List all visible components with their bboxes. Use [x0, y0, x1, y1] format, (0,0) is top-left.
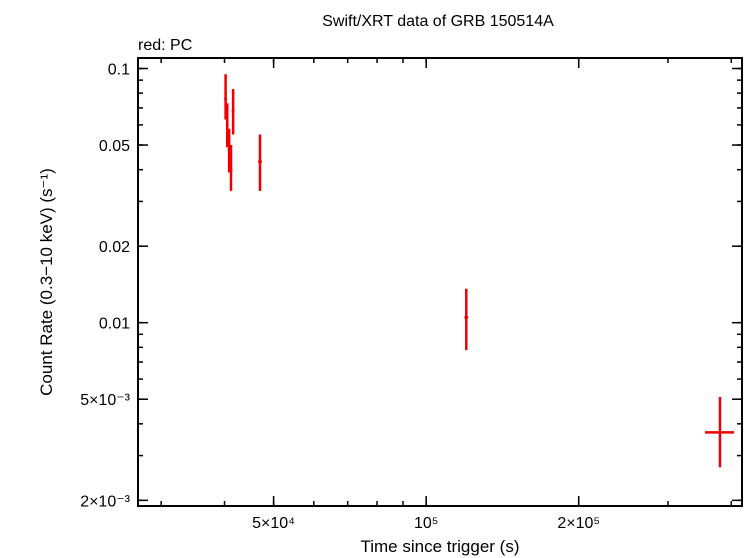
point-marker — [225, 123, 229, 127]
y-axis-label: Count Rate (0.3−10 keV) (s⁻¹) — [37, 168, 56, 396]
y-tick-label: 0.05 — [99, 138, 130, 155]
x-axis-label: Time since trigger (s) — [360, 537, 519, 556]
point-marker — [718, 430, 722, 434]
point-marker — [464, 315, 468, 319]
chart-title: Swift/XRT data of GRB 150514A — [322, 13, 554, 30]
point-marker — [224, 97, 228, 101]
chart-subtitle: red: PC — [138, 37, 192, 54]
data-point — [224, 74, 228, 120]
point-marker — [229, 168, 233, 172]
y-tick-label: 5×10⁻³ — [80, 392, 130, 409]
data-point — [464, 288, 469, 351]
x-tick-label: 10⁵ — [414, 515, 438, 532]
y-tick-label: 2×10⁻³ — [80, 493, 130, 510]
x-tick-label: 5×10⁴ — [252, 515, 295, 532]
data-point — [225, 103, 229, 148]
data-point — [229, 145, 233, 191]
data-point — [704, 397, 734, 468]
data-point — [258, 134, 262, 191]
point-marker — [258, 160, 262, 164]
y-tick-label: 0.01 — [99, 316, 130, 333]
x-tick-label: 2×10⁵ — [557, 515, 600, 532]
data-point — [231, 89, 235, 135]
plot-frame — [137, 57, 743, 507]
point-marker — [231, 109, 235, 113]
y-tick-label: 0.1 — [108, 62, 130, 79]
y-tick-label: 0.02 — [99, 239, 130, 256]
